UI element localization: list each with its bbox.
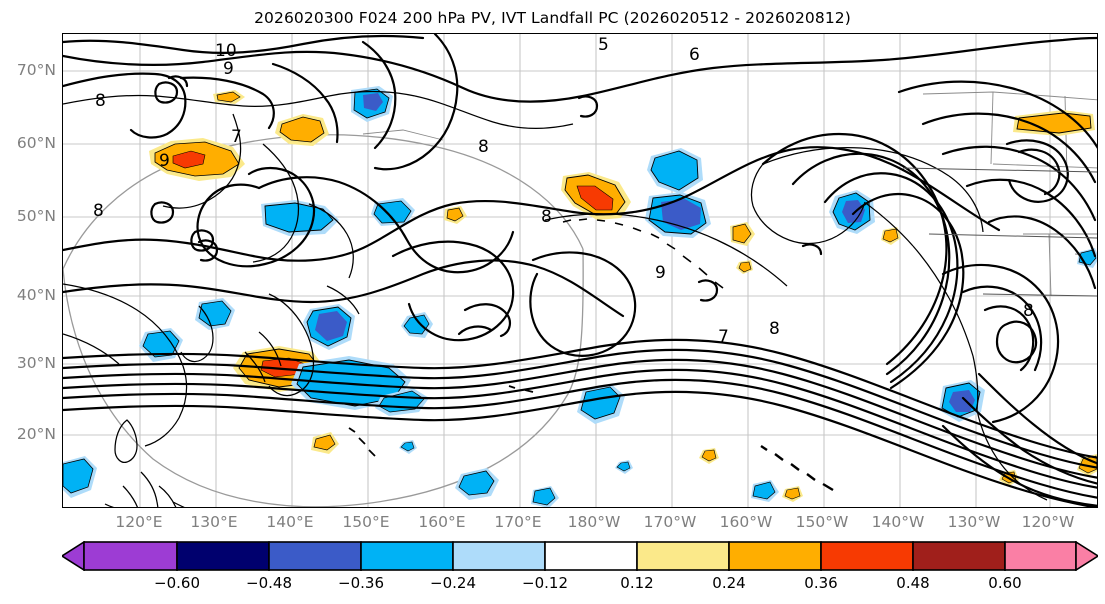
ylabel-40N: 40°N [16,286,56,304]
contour-label-10: 10 [215,41,237,61]
ylabel-20N: 20°N [16,425,56,443]
colorbar-tick-3: −0.24 [430,574,476,592]
page-title: 2026020300 F024 200 hPa PV, IVT Landfall… [254,9,851,27]
xlabel-170W: 170°W [643,513,697,531]
colorbar-swatch-9 [912,541,1006,571]
contour-label-9: 9 [223,59,234,79]
colorbar-over-arrow [1075,541,1098,571]
colorbar-swatch-6 [636,541,730,571]
colorbar-tick-2: −0.36 [338,574,384,592]
colorbar-swatch-10 [1004,541,1077,571]
ylabel-60N: 60°N [16,134,56,152]
colorbar-tick-9: 0.60 [988,574,1022,592]
colorbar-swatch-0 [83,541,178,571]
xlabel-130W: 130°W [947,513,1001,531]
contour-label-5: 5 [598,35,609,55]
map-panel: 10 9 8 9 8 7 5 6 8 8 9 7 8 8 [62,33,1098,508]
contour-label-9-b: 9 [159,151,170,171]
xlabel-140W: 140°W [871,513,925,531]
contour-label-8-f: 8 [1023,301,1034,321]
contour-label-8-d: 8 [541,207,552,227]
xlabel-150E: 150°E [342,513,390,531]
colorbar-ticks [176,570,1006,571]
xlabel-120W: 120°W [1021,513,1075,531]
xlabel-120E: 120°E [115,513,163,531]
colorbar-swatches [62,541,1098,571]
contour-label-6: 6 [689,45,700,65]
xlabel-130E: 130°E [190,513,238,531]
colorbar-tick-7: 0.36 [804,574,838,592]
colorbar-swatch-5 [544,541,638,571]
colorbar-swatch-3 [360,541,454,571]
contour-label-8-e: 8 [769,319,780,339]
colorbar [62,541,1098,571]
ylabel-70N: 70°N [16,61,56,79]
colorbar-tick-0: −0.60 [154,574,200,592]
colorbar-tick-6: 0.24 [712,574,746,592]
colorbar-tick-4: −0.12 [522,574,568,592]
shaded-anomaly-patches [63,86,1097,507]
xlabel-150W: 150°W [795,513,849,531]
ylabel-50N: 50°N [16,207,56,225]
colorbar-swatch-8 [820,541,914,571]
xlabel-180W: 180°W [567,513,621,531]
map-gridlines [63,34,1097,507]
xlabel-170E: 170°E [494,513,542,531]
colorbar-tick-1: −0.48 [246,574,292,592]
colorbar-swatch-4 [452,541,546,571]
xlabel-140E: 140°E [266,513,314,531]
pv-contour-lines [63,34,1097,507]
contour-label-7-a: 7 [231,127,242,147]
colorbar-tick-5: 0.12 [620,574,654,592]
ylabel-30N: 30°N [16,354,56,372]
contour-label-8-b: 8 [93,201,104,221]
map-canvas: 10 9 8 9 8 7 5 6 8 8 9 7 8 8 [63,34,1097,507]
xlabel-160W: 160°W [719,513,773,531]
contour-label-8-c: 8 [478,137,489,157]
colorbar-under-arrow [62,541,85,571]
colorbar-swatch-1 [176,541,270,571]
colorbar-swatch-7 [728,541,822,571]
coastline-outlines [63,90,1097,507]
contour-label-7-b: 7 [718,327,729,347]
colorbar-swatch-2 [268,541,362,571]
contour-label-9-c: 9 [655,263,666,283]
contour-labels: 10 9 8 9 8 7 5 6 8 8 9 7 8 8 [93,35,1034,347]
colorbar-tick-8: 0.48 [896,574,930,592]
xlabel-160E: 160°E [418,513,466,531]
contour-label-8-a: 8 [95,91,106,111]
